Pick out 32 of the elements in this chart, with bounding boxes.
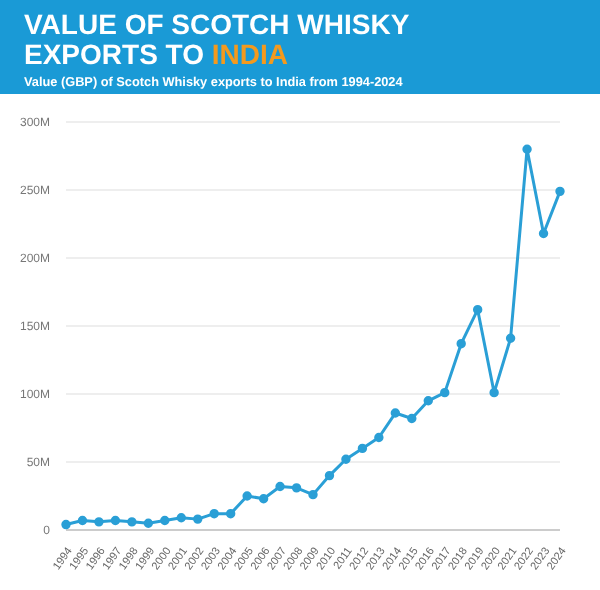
point (407, 413, 417, 424)
point (522, 144, 532, 154)
point (489, 387, 499, 398)
point (555, 186, 565, 197)
point (374, 432, 384, 443)
point (160, 515, 170, 526)
point (341, 454, 351, 464)
point (258, 494, 269, 504)
point (505, 333, 516, 343)
point (77, 515, 88, 526)
point (324, 470, 335, 481)
point (143, 518, 154, 528)
point (242, 491, 252, 501)
point (176, 513, 186, 523)
point (357, 443, 368, 454)
point (456, 338, 466, 349)
chart-title: VALUE OF SCOTCH WHISKY EXPORTS TO INDIA (24, 8, 409, 70)
point (390, 408, 401, 418)
point (472, 304, 483, 315)
point (423, 396, 433, 406)
point (94, 517, 104, 527)
point (291, 483, 302, 493)
point (209, 508, 219, 519)
point (538, 228, 549, 239)
point (61, 519, 71, 530)
point (440, 387, 450, 398)
point (193, 514, 203, 524)
point (127, 517, 137, 527)
point (308, 489, 318, 500)
point (110, 515, 121, 526)
point (275, 481, 285, 492)
point (225, 508, 236, 519)
